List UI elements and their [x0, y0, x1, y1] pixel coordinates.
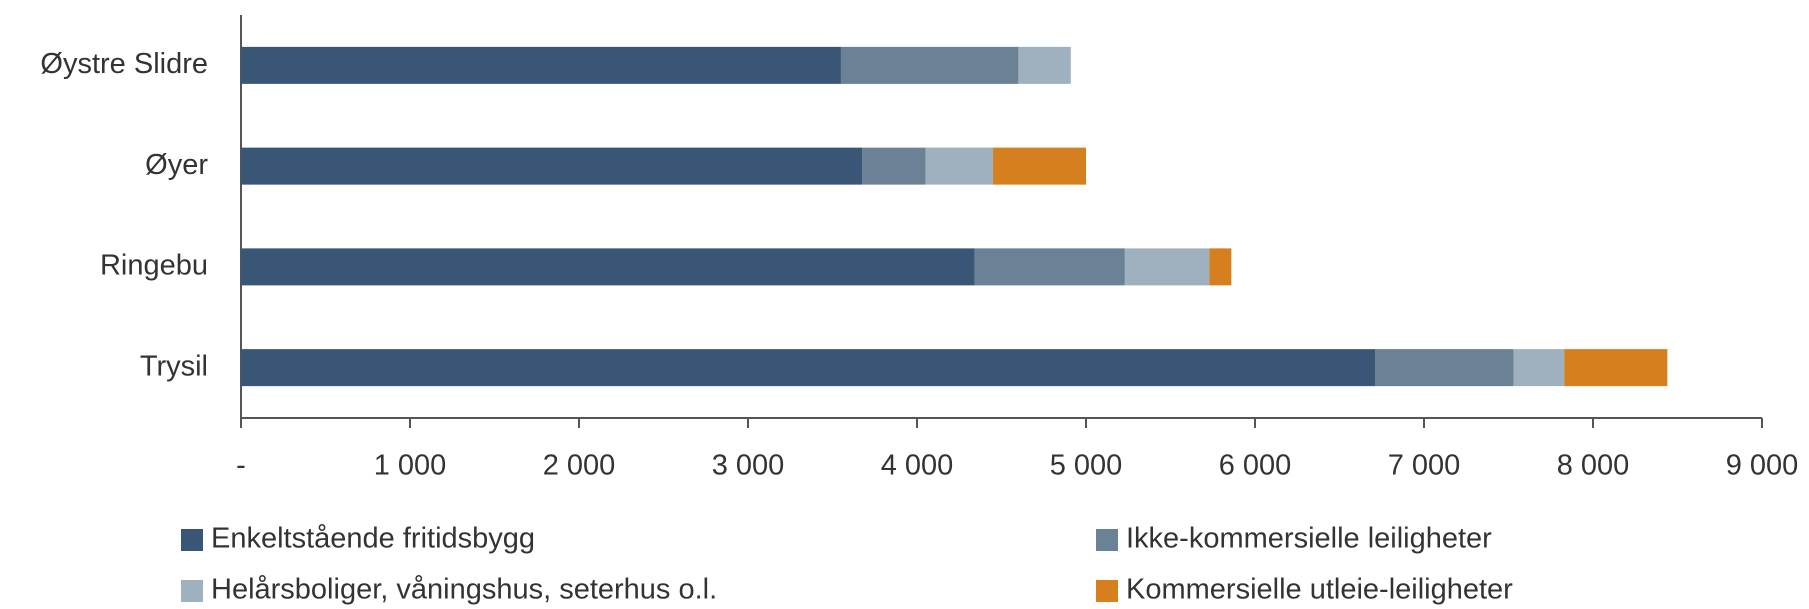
bar-segment [241, 349, 1375, 387]
x-tick-label: 5 000 [1050, 450, 1123, 482]
bar-segment [1018, 46, 1071, 84]
legend-label: Helårsboliger, våningshus, seterhus o.l. [211, 574, 717, 606]
bar-segment [1124, 248, 1210, 286]
x-tick-label: 1 000 [374, 450, 447, 482]
bar-segment [974, 248, 1125, 286]
x-tick-label: 3 000 [712, 450, 785, 482]
bar-segment [1209, 248, 1232, 286]
x-tick-label: - [236, 450, 246, 482]
bar-segment [925, 147, 994, 185]
bar-segment [241, 248, 975, 286]
x-tick-label: 9 000 [1726, 450, 1799, 482]
x-tick-label: 8 000 [1557, 450, 1630, 482]
x-tick-label: 4 000 [881, 450, 954, 482]
bar-segment [840, 46, 1019, 84]
legend-swatch [181, 529, 203, 551]
x-tick-label: 6 000 [1219, 450, 1292, 482]
bar-segment [241, 46, 841, 84]
legend-swatch [1096, 580, 1118, 602]
legend-label: Enkeltstående fritidsbygg [211, 523, 535, 555]
bar-segment [993, 147, 1086, 185]
legend-label: Ikke-kommersielle leiligheter [1126, 523, 1492, 555]
y-tick-label: Ringebu [100, 250, 208, 282]
bar-segment [1564, 349, 1668, 387]
bar-segment [862, 147, 926, 185]
y-tick-label: Trysil [140, 350, 208, 382]
y-tick-label: Øystre Slidre [40, 48, 208, 80]
y-tick-label: Øyer [145, 149, 208, 181]
x-tick-label: 7 000 [1388, 450, 1461, 482]
legend-swatch [1096, 529, 1118, 551]
x-tick-label: 2 000 [543, 450, 616, 482]
bar-segment [1374, 349, 1514, 387]
legend-label: Kommersielle utleie-leiligheter [1126, 574, 1513, 606]
legend-swatch [181, 580, 203, 602]
bar-segment [1513, 349, 1565, 387]
bar-segment [241, 147, 863, 185]
